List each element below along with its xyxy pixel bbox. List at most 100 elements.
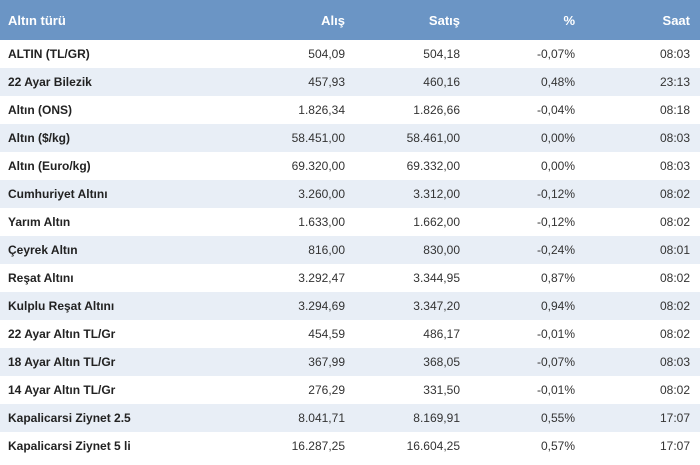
gold-type-name[interactable]: Cumhuriyet Altını xyxy=(0,180,215,208)
update-time: 17:07 xyxy=(659,411,690,425)
gold-type-link[interactable]: Kapalicarsi Ziynet 5 li xyxy=(8,439,131,453)
sell-price: 3.347,20 xyxy=(413,299,460,313)
gold-type-link[interactable]: Reşat Altını xyxy=(8,271,74,285)
gold-type-link[interactable]: Kulplu Reşat Altını xyxy=(8,299,115,313)
update-time: 23:13 xyxy=(659,75,690,89)
update-time: 08:03 xyxy=(659,159,690,173)
gold-type-name[interactable]: 14 Ayar Altın TL/Gr xyxy=(0,376,215,404)
change-percent: -0,12% xyxy=(536,187,575,201)
table-header: Altın türü Alış Satış % Saat xyxy=(0,0,700,40)
gold-type-name[interactable]: Altın (Euro/kg) xyxy=(0,152,215,180)
table-row[interactable]: Yarım Altın 1.633,00 1.662,00 -0,12% 08:02 xyxy=(0,208,700,236)
gold-type-name[interactable]: Kulplu Reşat Altını xyxy=(0,292,215,320)
change-percent: 0,48% xyxy=(540,75,575,89)
change-percent: -0,01% xyxy=(536,327,575,341)
change-percent: 0,57% xyxy=(540,439,575,453)
gold-type-name[interactable]: 18 Ayar Altın TL/Gr xyxy=(0,348,215,376)
buy-price: 3.294,69 xyxy=(298,299,345,313)
table-row[interactable]: Altın ($/kg) 58.451,00 58.461,00 0,00% 08:03 xyxy=(0,124,700,152)
sell-price: 1.662,00 xyxy=(413,215,460,229)
table-row[interactable]: 14 Ayar Altın TL/Gr 276,29 331,50 -0,01% 08:… xyxy=(0,376,700,404)
sell-price: 460,16 xyxy=(423,75,460,89)
table-row[interactable]: Kulplu Reşat Altını 3.294,69 3.347,20 0,94%… xyxy=(0,292,700,320)
gold-type-link[interactable]: 14 Ayar Altın TL/Gr xyxy=(8,383,116,397)
sell-price: 16.604,25 xyxy=(406,439,460,453)
sell-price: 58.461,00 xyxy=(406,131,460,145)
update-time: 08:03 xyxy=(659,355,690,369)
buy-price: 69.320,00 xyxy=(291,159,345,173)
change-percent: -0,07% xyxy=(536,47,575,61)
buy-price: 454,59 xyxy=(308,327,345,341)
gold-type-link[interactable]: Kapalicarsi Ziynet 2.5 xyxy=(8,411,131,425)
column-header-buy[interactable]: Alış xyxy=(321,12,345,28)
gold-type-link[interactable]: 22 Ayar Altın TL/Gr xyxy=(8,327,116,341)
gold-type-name[interactable]: 22 Ayar Bilezik xyxy=(0,68,215,96)
table-row[interactable]: Kapalicarsi Ziynet 2.5 8.041,71 8.169,91 0,… xyxy=(0,404,700,432)
gold-type-link[interactable]: Yarım Altın xyxy=(8,215,71,229)
gold-type-link[interactable]: 18 Ayar Altın TL/Gr xyxy=(8,355,116,369)
gold-type-link[interactable]: Çeyrek Altın xyxy=(8,243,78,257)
change-percent: 0,00% xyxy=(540,131,575,145)
table-row[interactable]: Reşat Altını 3.292,47 3.344,95 0,87% 08:02 xyxy=(0,264,700,292)
change-percent: -0,04% xyxy=(536,103,575,117)
table-body: ALTIN (TL/GR) 504,09 504,18 -0,07% 08:03 22 A… xyxy=(0,40,700,460)
gold-type-name[interactable]: Altın ($/kg) xyxy=(0,124,215,152)
buy-price: 3.260,00 xyxy=(298,187,345,201)
update-time: 17:07 xyxy=(659,439,690,453)
header-row: Altın türü Alış Satış % Saat xyxy=(0,0,700,40)
table-row[interactable]: Altın (ONS) 1.826,34 1.826,66 -0,04% 08:18 xyxy=(0,96,700,124)
gold-type-link[interactable]: Altın (ONS) xyxy=(8,103,72,117)
column-header-change[interactable]: % xyxy=(563,12,575,28)
buy-price: 504,09 xyxy=(308,47,345,61)
column-header-time[interactable]: Saat xyxy=(662,12,690,28)
table-row[interactable]: Cumhuriyet Altını 3.260,00 3.312,00 -0,12% 0… xyxy=(0,180,700,208)
gold-type-name[interactable]: 22 Ayar Altın TL/Gr xyxy=(0,320,215,348)
column-header-type[interactable]: Altın türü xyxy=(8,12,66,28)
table-row[interactable]: ALTIN (TL/GR) 504,09 504,18 -0,07% 08:03 xyxy=(0,40,700,68)
update-time: 08:03 xyxy=(659,131,690,145)
gold-type-name[interactable]: ALTIN (TL/GR) xyxy=(0,40,215,68)
gold-type-name[interactable]: Kapalicarsi Ziynet 5 li xyxy=(0,432,215,460)
sell-price: 368,05 xyxy=(423,355,460,369)
gold-type-name[interactable]: Yarım Altın xyxy=(0,208,215,236)
table-row[interactable]: 22 Ayar Bilezik 457,93 460,16 0,48% 23:13 xyxy=(0,68,700,96)
update-time: 08:02 xyxy=(659,299,690,313)
buy-price: 276,29 xyxy=(308,383,345,397)
sell-price: 331,50 xyxy=(423,383,460,397)
sell-price: 504,18 xyxy=(423,47,460,61)
gold-type-link[interactable]: Cumhuriyet Altını xyxy=(8,187,108,201)
gold-type-name[interactable]: Çeyrek Altın xyxy=(0,236,215,264)
gold-type-name[interactable]: Kapalicarsi Ziynet 2.5 xyxy=(0,404,215,432)
buy-price: 816,00 xyxy=(308,243,345,257)
table-row[interactable]: Çeyrek Altın 816,00 830,00 -0,24% 08:01 xyxy=(0,236,700,264)
sell-price: 69.332,00 xyxy=(406,159,460,173)
table-row[interactable]: Altın (Euro/kg) 69.320,00 69.332,00 0,00% 08… xyxy=(0,152,700,180)
buy-price: 367,99 xyxy=(308,355,345,369)
change-percent: -0,01% xyxy=(536,383,575,397)
gold-type-name[interactable]: Reşat Altını xyxy=(0,264,215,292)
update-time: 08:02 xyxy=(659,383,690,397)
sell-price: 3.344,95 xyxy=(413,271,460,285)
update-time: 08:02 xyxy=(659,271,690,285)
gold-type-link[interactable]: Altın (Euro/kg) xyxy=(8,159,91,173)
column-header-sell[interactable]: Satış xyxy=(428,12,460,28)
change-percent: 0,87% xyxy=(540,271,575,285)
buy-price: 8.041,71 xyxy=(298,411,345,425)
update-time: 08:02 xyxy=(659,187,690,201)
table-row[interactable]: 18 Ayar Altın TL/Gr 367,99 368,05 -0,07% 08:… xyxy=(0,348,700,376)
gold-type-link[interactable]: 22 Ayar Bilezik xyxy=(8,75,92,89)
buy-price: 1.826,34 xyxy=(298,103,345,117)
table-row[interactable]: 22 Ayar Altın TL/Gr 454,59 486,17 -0,01% 08:… xyxy=(0,320,700,348)
gold-type-link[interactable]: Altın ($/kg) xyxy=(8,131,70,145)
change-percent: 0,94% xyxy=(540,299,575,313)
gold-type-link[interactable]: ALTIN (TL/GR) xyxy=(8,47,90,61)
update-time: 08:02 xyxy=(659,215,690,229)
sell-price: 486,17 xyxy=(423,327,460,341)
update-time: 08:18 xyxy=(659,103,690,117)
update-time: 08:02 xyxy=(659,327,690,341)
table-row[interactable]: Kapalicarsi Ziynet 5 li 16.287,25 16.604,2… xyxy=(0,432,700,460)
sell-price: 3.312,00 xyxy=(413,187,460,201)
change-percent: -0,07% xyxy=(536,355,575,369)
gold-type-name[interactable]: Altın (ONS) xyxy=(0,96,215,124)
